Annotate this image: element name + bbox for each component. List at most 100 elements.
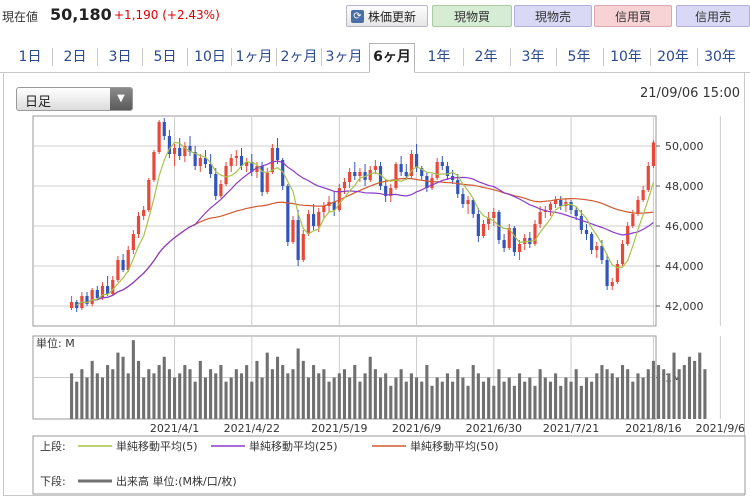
tab-separator [556,48,557,66]
candle-body [523,238,527,244]
candle-body [85,296,89,304]
volume-bar [286,373,290,419]
candle-body [260,166,264,192]
tab-13[interactable]: 5年 [567,49,591,65]
margin-sell-button[interactable]: 信用売 [676,5,750,27]
tab-2[interactable]: 2日 [63,49,87,65]
candle-body [245,162,249,166]
candle-body [342,182,347,188]
volume-bar [646,369,650,419]
volume-bar [111,369,115,419]
tab-6[interactable]: 1ヶ月 [235,49,273,65]
candle-body [533,224,537,244]
tab-12[interactable]: 3年 [521,49,545,65]
candle-body [512,228,516,252]
volume-bar [337,373,341,419]
margin-buy-button[interactable]: 信用買 [594,5,672,27]
volume-bar [229,377,233,419]
x-tick-label: 2021/7/21 [543,422,599,435]
volume-bar [440,381,444,419]
tab-separator [321,48,322,66]
volume-bar [265,352,269,419]
candle-period-select[interactable]: 日足 ▼ [16,87,133,111]
tab-3[interactable]: 3日 [108,49,132,65]
volume-bar [224,381,228,419]
tab-16[interactable]: 30年 [704,49,736,65]
tab-4[interactable]: 5日 [153,49,177,65]
candle-body [445,166,450,176]
candle-body [584,230,589,234]
volume-bar [657,365,661,419]
legend-volume-label: 出来高 単位:(M株/口/枚) [116,474,237,488]
tab-10[interactable]: 1年 [427,49,451,65]
candle-body [275,148,280,160]
volume-bar [538,369,542,419]
candle-body [147,180,151,210]
candle-period-value: 日足 [25,95,52,110]
tab-separator [231,48,232,66]
volume-bar [636,373,640,419]
candle-body [610,282,614,286]
tab-7[interactable]: 2ヶ月 [280,49,318,65]
volume-bar [100,377,105,419]
candle-body [404,172,408,176]
volume-bar [584,377,589,419]
refresh-price-button[interactable]: ⟳ 株価更新 [346,5,428,27]
candle-body [615,264,619,282]
candle-body [574,210,578,216]
tab-14[interactable]: 10年 [610,49,642,65]
volume-bar [353,365,357,419]
volume-bar [425,365,429,419]
candle-body [435,162,439,178]
tab-1[interactable]: 1日 [18,49,42,65]
volume-bar [651,360,655,419]
volume-bar [90,360,94,419]
tab-5[interactable]: 10日 [194,49,226,65]
volume-bar [631,381,635,419]
candle-body [183,146,187,156]
volume-bar [296,348,300,419]
volume-bar [605,369,609,419]
candle-body [641,190,645,200]
volume-bar [306,377,310,419]
volume-bar [481,381,486,419]
candle-body [198,158,202,166]
candle-body [631,214,635,226]
volume-bar [245,365,249,419]
price-change: +1,190 (+2.43%) [114,8,220,22]
candle-body [507,228,511,248]
quote-header: 現在値 50,180 +1,190 (+2.43%) ⟳ 株価更新 現物買 現物… [0,0,750,36]
volume-bar [420,381,424,419]
candle-body [492,212,496,218]
candle-body [250,162,254,172]
y-tick-label: 42,000 [665,300,704,313]
candle-body [548,204,553,210]
volume-bar [384,373,388,419]
cash-sell-button[interactable]: 現物売 [514,5,592,27]
volume-bar [70,373,74,419]
candle-body [420,168,424,176]
volume-bar [435,377,439,419]
candle-body [188,146,192,152]
x-tick-label: 2021/6/30 [466,422,522,435]
x-tick-label: 2021/6/9 [392,422,441,435]
current-price-value: 50,180 [50,5,112,24]
tab-9[interactable]: 6ヶ月 [369,43,415,73]
x-tick-label: 2021/8/16 [625,422,681,435]
tab-8[interactable]: 3ヶ月 [325,49,363,65]
candle-body [157,122,161,152]
candle-body [579,216,583,230]
candle-body [487,218,491,224]
cash-buy-button[interactable]: 現物買 [432,5,512,27]
volume-bar [203,377,207,419]
volume-bar [471,365,475,419]
candle-body [399,164,403,172]
candle-body [636,200,640,214]
volume-bar [239,373,244,419]
tab-15[interactable]: 20年 [657,49,689,65]
x-tick-label: 2021/9/6 [696,422,745,435]
candle-body [337,188,341,210]
tab-11[interactable]: 2年 [474,49,498,65]
volume-bar [476,373,480,419]
